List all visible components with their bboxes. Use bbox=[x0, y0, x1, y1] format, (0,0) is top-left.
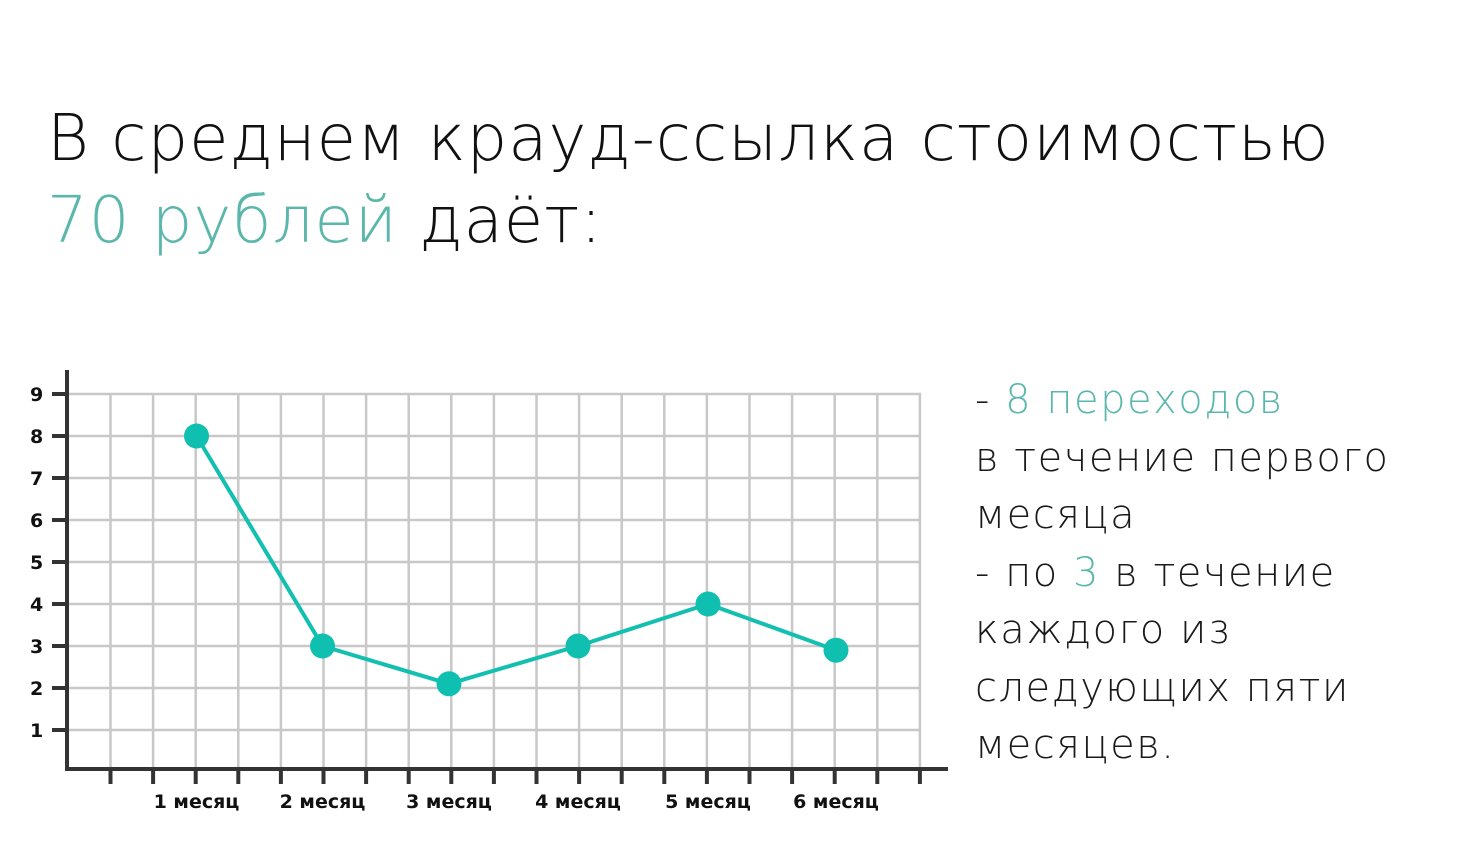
y-tick-label: 1 bbox=[30, 720, 43, 742]
x-axis-ticks: 1 месяц 2 месяц 3 месяц 4 месяц 5 месяц 6 мес… bbox=[108, 769, 922, 813]
y-tick-label: 6 bbox=[30, 510, 43, 532]
summary-line-4: - по 3 в течение bbox=[975, 549, 1336, 596]
x-tick-label: 1 месяц bbox=[154, 791, 240, 813]
data-point-marker bbox=[823, 637, 849, 663]
headline: В среднем крауд-ссылка стоимостью 70 руб… bbox=[47, 98, 1330, 262]
summary-line-3: месяца bbox=[975, 492, 1137, 538]
data-point-marker bbox=[184, 423, 209, 449]
x-tick-label: 3 месяц bbox=[406, 791, 492, 813]
x-tick-label: 2 месяц bbox=[280, 791, 366, 813]
data-point-marker bbox=[436, 671, 462, 697]
headline-line-1: В среднем крауд-ссылка стоимостью bbox=[47, 102, 1330, 176]
y-tick-label: 2 bbox=[30, 678, 43, 700]
summary-text: - 8 переходов в течение первого месяца -… bbox=[975, 372, 1389, 775]
y-tick-label: 3 bbox=[30, 636, 43, 658]
chart-grid bbox=[67, 392, 922, 769]
x-tick-label: 6 месяц bbox=[793, 791, 879, 813]
y-tick-label: 4 bbox=[30, 594, 43, 616]
data-point-marker bbox=[565, 633, 591, 659]
x-tick-label: 5 месяц bbox=[665, 791, 751, 813]
y-tick-label: 8 bbox=[30, 426, 43, 448]
y-axis-ticks: 1 2 3 4 5 6 7 8 9 bbox=[30, 384, 67, 742]
summary-line-2: в течение первого bbox=[975, 434, 1390, 481]
data-point-marker bbox=[695, 591, 721, 617]
summary-first-month-count: 8 переходов bbox=[1005, 377, 1284, 423]
y-tick-label: 7 bbox=[30, 468, 43, 490]
series-line bbox=[194, 434, 837, 686]
data-series bbox=[184, 423, 849, 697]
summary-line-7: месяцев. bbox=[975, 722, 1176, 768]
summary-line-1: - 8 переходов bbox=[975, 377, 1284, 423]
data-point-marker bbox=[310, 633, 335, 659]
summary-monthly-count: 3 bbox=[1073, 549, 1100, 596]
summary-line-5: каждого из bbox=[975, 607, 1231, 653]
headline-line-2: 70 рублей даёт: bbox=[47, 180, 1330, 262]
line-chart: 1 2 3 4 5 6 7 8 9 1 месяц 2 месяц 3 месяц 4 месяц 5 … bbox=[30, 370, 948, 813]
headline-suffix: даёт: bbox=[397, 184, 603, 258]
headline-price: 70 рублей bbox=[47, 184, 398, 258]
summary-line-6: следующих пяти bbox=[975, 664, 1350, 711]
y-tick-label: 5 bbox=[30, 552, 43, 574]
y-tick-label: 9 bbox=[30, 384, 43, 406]
x-tick-label: 4 месяц bbox=[535, 791, 621, 813]
